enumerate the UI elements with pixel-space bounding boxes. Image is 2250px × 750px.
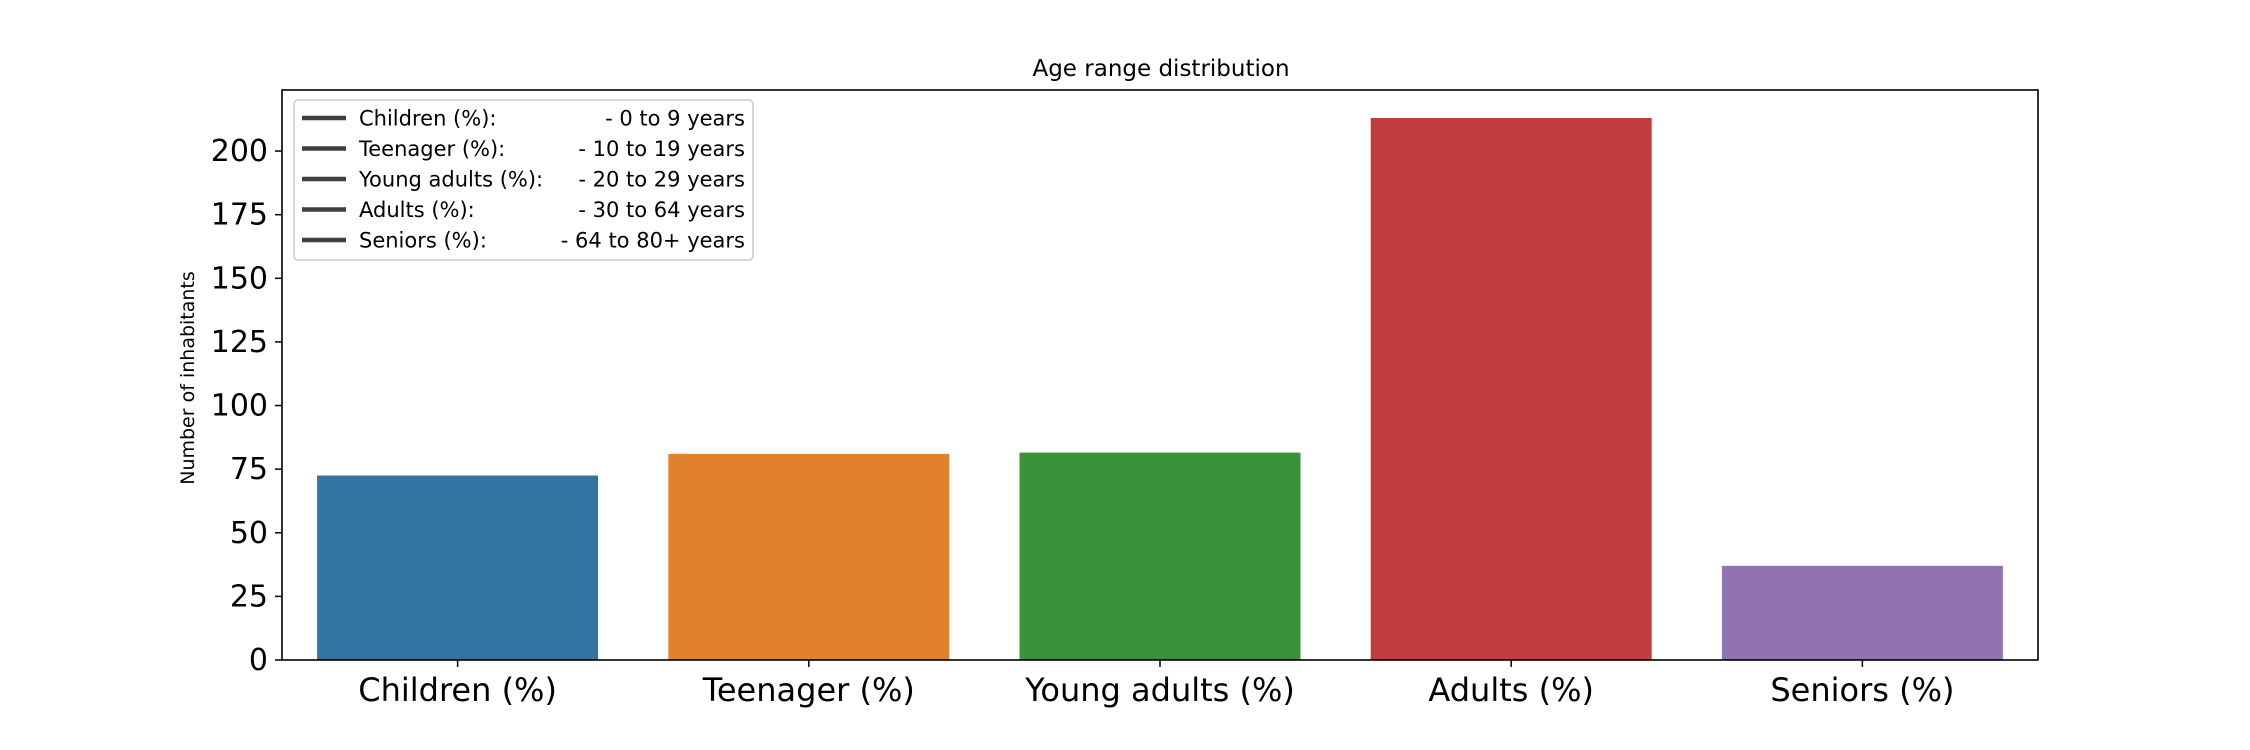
y-tick-label: 175 <box>211 198 268 233</box>
bar-2 <box>1019 452 1301 660</box>
plot-frame <box>281 89 2039 661</box>
legend-label: Young adults (%): <box>358 168 543 192</box>
x-tick-label: Children (%) <box>358 671 557 709</box>
y-tick-label: 0 <box>249 643 268 678</box>
y-tick-label: 100 <box>211 389 268 424</box>
bar-4 <box>1721 565 2003 660</box>
legend-range: - 20 to 29 years <box>578 168 745 192</box>
bar-0 <box>317 475 599 660</box>
y-tick-label: 150 <box>211 261 268 296</box>
legend-box <box>293 99 754 261</box>
x-tick-label: Seniors (%) <box>1770 671 1954 709</box>
legend-label: Children (%): <box>359 107 496 131</box>
y-axis: 0 25 50 75 100 125 150 175 200 <box>211 134 282 678</box>
y-tick-label: 200 <box>211 134 268 169</box>
y-axis-label: Number of inhabitants <box>177 271 199 485</box>
legend: Children (%): - 0 to 9 years Teenager (%):… <box>293 99 754 261</box>
chart-title: Age range distribution <box>1032 56 1289 82</box>
legend-range: - 64 to 80+ years <box>561 229 745 253</box>
legend-label: Teenager (%): <box>358 137 505 161</box>
bars-group <box>317 117 2003 660</box>
y-tick-label: 125 <box>211 325 268 360</box>
legend-range: - 0 to 9 years <box>605 107 745 131</box>
x-tick-label: Young adults (%) <box>1024 671 1295 709</box>
y-tick-label: 25 <box>230 579 268 614</box>
legend-label: Adults (%): <box>359 198 475 222</box>
legend-label: Seniors (%): <box>359 229 487 253</box>
bar-3 <box>1370 117 1652 660</box>
x-tick-label: Teenager (%) <box>702 671 915 709</box>
y-tick-label: 50 <box>230 516 268 551</box>
legend-range: - 10 to 19 years <box>578 137 745 161</box>
legend-range: - 30 to 64 years <box>578 198 745 222</box>
x-axis: Children (%) Teenager (%) Young adults (%)… <box>358 660 1954 709</box>
y-tick-label: 75 <box>230 452 268 487</box>
x-tick-label: Adults (%) <box>1428 671 1594 709</box>
bar-1 <box>668 453 950 660</box>
